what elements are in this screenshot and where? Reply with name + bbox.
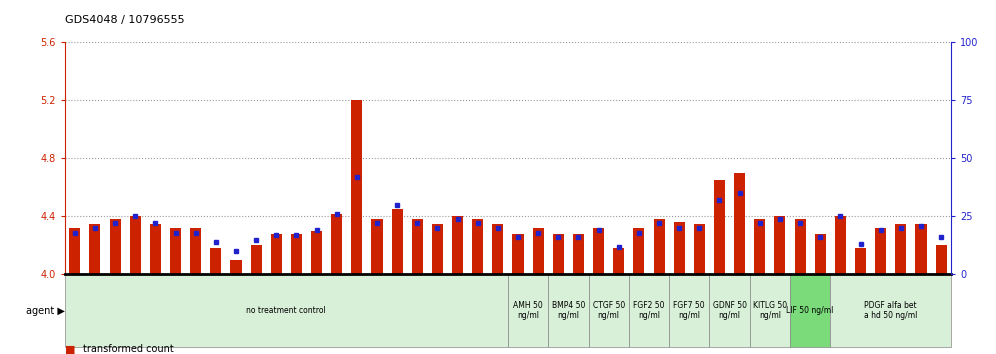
Bar [633, 228, 644, 274]
Bar [432, 224, 443, 274]
Bar [251, 245, 262, 274]
Bar [614, 249, 624, 274]
Bar [775, 216, 786, 274]
Bar [210, 249, 221, 274]
Bar [875, 228, 886, 274]
Bar [750, 274, 790, 347]
Text: LIF 50 ng/ml: LIF 50 ng/ml [787, 306, 834, 315]
Bar [190, 228, 201, 274]
Bar [149, 224, 161, 274]
Bar [129, 216, 140, 274]
Bar [372, 219, 382, 274]
Bar [311, 231, 322, 274]
Bar [790, 274, 831, 347]
Bar [669, 274, 709, 347]
Bar [714, 180, 725, 274]
Bar [352, 101, 363, 274]
Bar [411, 219, 423, 274]
Text: transformed count: transformed count [83, 344, 173, 354]
Bar [533, 228, 544, 274]
Bar [915, 224, 926, 274]
Bar [513, 234, 524, 274]
Bar [694, 224, 705, 274]
Bar [65, 274, 508, 347]
Text: BMP4 50
ng/ml: BMP4 50 ng/ml [552, 301, 585, 320]
Text: GDNF 50
ng/ml: GDNF 50 ng/ml [712, 301, 747, 320]
Bar [553, 234, 564, 274]
Bar [795, 219, 806, 274]
Bar [855, 249, 867, 274]
Text: GDS4048 / 10796555: GDS4048 / 10796555 [65, 15, 184, 25]
Bar [230, 260, 241, 274]
Bar [895, 224, 906, 274]
Bar [452, 216, 463, 274]
Text: CTGF 50
ng/ml: CTGF 50 ng/ml [593, 301, 624, 320]
Bar [332, 213, 343, 274]
Bar [673, 222, 684, 274]
Bar [589, 274, 628, 347]
Bar [593, 228, 605, 274]
Bar [291, 234, 302, 274]
Text: FGF7 50
ng/ml: FGF7 50 ng/ml [673, 301, 705, 320]
Bar [508, 274, 548, 347]
Bar [90, 224, 101, 274]
Bar [573, 234, 584, 274]
Text: PDGF alfa bet
a hd 50 ng/ml: PDGF alfa bet a hd 50 ng/ml [865, 301, 917, 320]
Text: KITLG 50
ng/ml: KITLG 50 ng/ml [753, 301, 787, 320]
Text: ■: ■ [65, 344, 76, 354]
Bar [653, 219, 664, 274]
Bar [548, 274, 589, 347]
Text: FGF2 50
ng/ml: FGF2 50 ng/ml [633, 301, 664, 320]
Bar [628, 274, 669, 347]
Bar [754, 219, 765, 274]
Bar [271, 234, 282, 274]
Bar [391, 209, 402, 274]
Bar [831, 274, 951, 347]
Bar [734, 173, 745, 274]
Bar [492, 224, 503, 274]
Text: no treatment control: no treatment control [246, 306, 327, 315]
Bar [935, 245, 946, 274]
Bar [709, 274, 750, 347]
Bar [472, 219, 483, 274]
Bar [815, 234, 826, 274]
Bar [110, 219, 121, 274]
Bar [170, 228, 181, 274]
Bar [70, 228, 81, 274]
Text: agent ▶: agent ▶ [26, 306, 65, 316]
Text: AMH 50
ng/ml: AMH 50 ng/ml [513, 301, 543, 320]
Bar [835, 216, 846, 274]
